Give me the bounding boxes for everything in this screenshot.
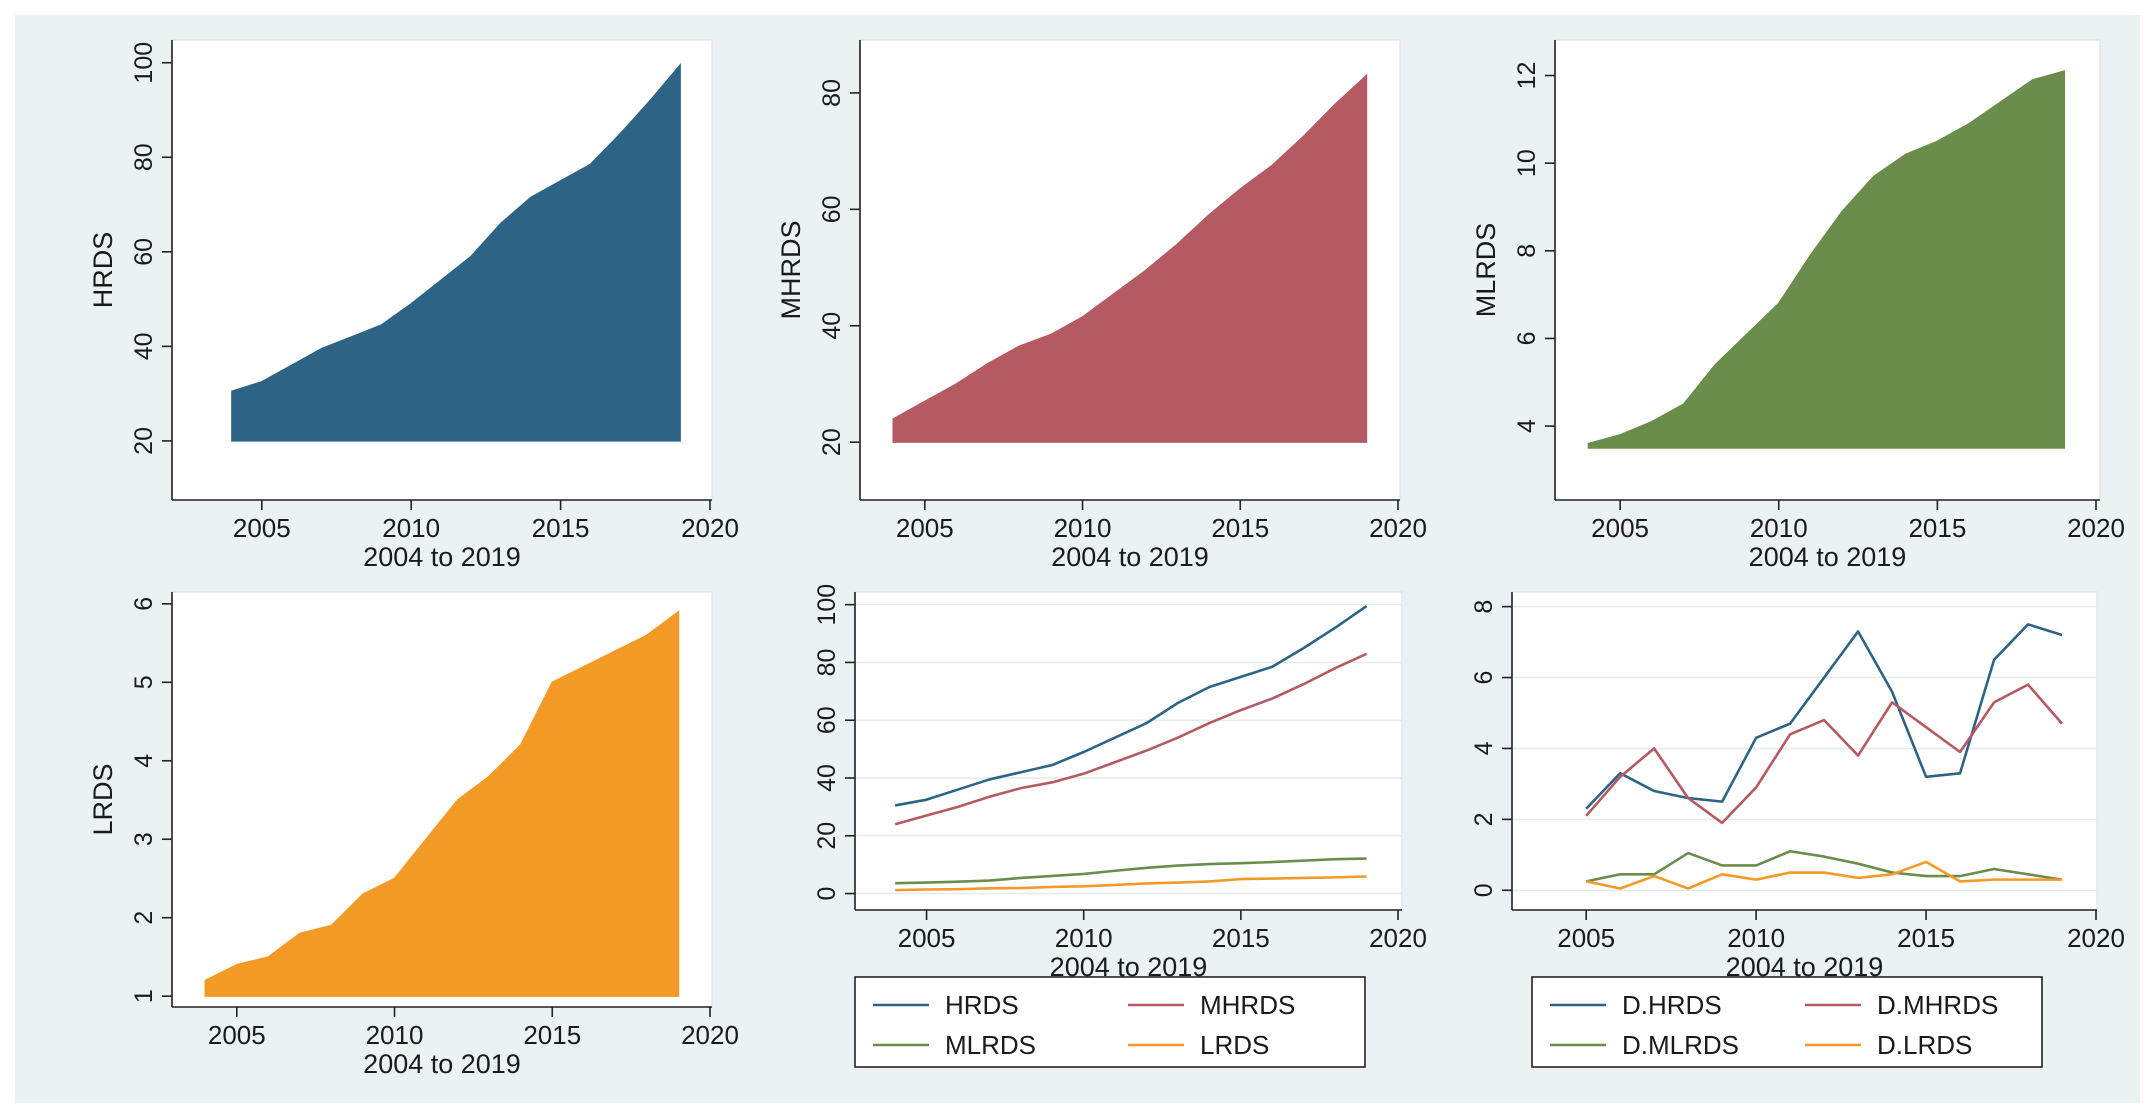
plot-area-diffs <box>1511 591 2098 911</box>
x-tick-label-levels-2020: 2020 <box>1369 923 1427 953</box>
x-tick-label-hrds-2020: 2020 <box>681 513 739 543</box>
legend-label-hrds: HRDS <box>945 990 1019 1020</box>
y-tick-label-levels-100: 100 <box>813 584 841 626</box>
x-tick-label-lrds-2005: 2005 <box>208 1020 266 1050</box>
y-tick-label-lrds-6: 6 <box>130 597 158 611</box>
line-d-mlrds <box>1585 849 2063 883</box>
x-axis-title-hrds: 2004 to 2019 <box>363 542 521 572</box>
y-axis-title-mlrds: MLRDS <box>1471 223 1501 318</box>
legend-label-d-mlrds: D.MLRDS <box>1622 1030 1739 1060</box>
legend-box-levels <box>854 976 1366 1068</box>
y-tick-label-mlrds-12: 12 <box>1513 62 1541 90</box>
x-tick-label-mhrds-2010: 2010 <box>1054 513 1112 543</box>
y-tick-label-mhrds-60: 60 <box>818 195 846 223</box>
y-tick-label-mlrds-6: 6 <box>1513 331 1541 345</box>
y-tick-label-lrds-3: 3 <box>130 832 158 846</box>
x-tick-label-mlrds-2015: 2015 <box>1908 513 1966 543</box>
y-tick-label-mlrds-10: 10 <box>1513 149 1541 177</box>
x-tick-label-mhrds-2015: 2015 <box>1211 513 1269 543</box>
chart-mlrds: 4 6 8 10 12 2005 2010 2015 2020 2004 to 2019 MLRDS <box>1471 39 2125 572</box>
y-tick-label-mhrds-80: 80 <box>818 79 846 107</box>
line-mlrds <box>895 857 1367 885</box>
line-mhrds <box>894 652 1368 826</box>
y-tick-label-lrds-4: 4 <box>130 754 158 768</box>
x-tick-label-lrds-2010: 2010 <box>366 1020 424 1050</box>
legend-label-d-mhrds: D.MHRDS <box>1877 990 1998 1020</box>
x-tick-label-lrds-2020: 2020 <box>681 1020 739 1050</box>
y-tick-label-hrds-60: 60 <box>130 238 158 266</box>
x-tick-label-mlrds-2005: 2005 <box>1591 513 1649 543</box>
line-d-lrds <box>1585 860 2063 890</box>
x-tick-label-levels-2010: 2010 <box>1055 923 1113 953</box>
y-tick-label-diffs-6: 6 <box>1470 671 1498 685</box>
area-hrds <box>231 63 681 442</box>
x-tick-label-hrds-2010: 2010 <box>382 513 440 543</box>
x-tick-label-hrds-2015: 2015 <box>532 513 590 543</box>
y-tick-label-levels-0: 0 <box>813 887 841 901</box>
line-d-mhrds <box>1585 683 2063 825</box>
y-tick-label-diffs-0: 0 <box>1470 883 1498 897</box>
area-mlrds <box>1587 70 2066 449</box>
y-tick-label-lrds-5: 5 <box>130 675 158 689</box>
y-tick-label-mhrds-20: 20 <box>818 428 846 456</box>
chart-hrds: 20 40 60 80 100 2005 2010 2015 2020 2004 to 2019 H… <box>88 39 739 572</box>
legend-diffs: D.HRDS D.MHRDS D.MLRDS D.LRDS <box>1531 976 2043 1068</box>
y-tick-label-levels-20: 20 <box>813 822 841 850</box>
chart-mhrds: 20 40 60 80 2005 2010 2015 2020 2004 to 2019 MHRD… <box>776 39 1427 572</box>
y-tick-label-hrds-80: 80 <box>130 143 158 171</box>
x-tick-label-diffs-2015: 2015 <box>1897 923 1955 953</box>
x-tick-label-mlrds-2020: 2020 <box>2067 513 2125 543</box>
y-tick-label-levels-40: 40 <box>813 764 841 792</box>
y-tick-label-lrds-2: 2 <box>130 911 158 925</box>
x-tick-label-levels-2005: 2005 <box>898 923 956 953</box>
y-tick-label-diffs-8: 8 <box>1470 600 1498 614</box>
y-axis-title-lrds: LRDS <box>88 763 118 835</box>
line-lrds <box>895 875 1367 892</box>
x-tick-label-hrds-2005: 2005 <box>233 513 291 543</box>
legend-label-d-lrds: D.LRDS <box>1877 1030 1972 1060</box>
y-tick-label-levels-80: 80 <box>813 649 841 677</box>
y-tick-label-mlrds-4: 4 <box>1513 419 1541 433</box>
y-tick-label-mlrds-8: 8 <box>1513 244 1541 258</box>
x-tick-label-mhrds-2020: 2020 <box>1369 513 1427 543</box>
y-tick-label-diffs-2: 2 <box>1470 812 1498 826</box>
x-axis-title-mhrds: 2004 to 2019 <box>1051 542 1209 572</box>
x-tick-label-lrds-2015: 2015 <box>523 1020 581 1050</box>
legend-label-lrds: LRDS <box>1200 1030 1269 1060</box>
y-tick-label-mhrds-40: 40 <box>818 312 846 340</box>
legend-label-mhrds: MHRDS <box>1200 990 1295 1020</box>
x-tick-label-diffs-2005: 2005 <box>1557 923 1615 953</box>
area-mhrds <box>892 73 1368 443</box>
line-hrds <box>894 605 1368 807</box>
x-tick-label-diffs-2020: 2020 <box>2067 923 2125 953</box>
y-tick-label-hrds-100: 100 <box>130 42 158 84</box>
x-axis-title-mlrds: 2004 to 2019 <box>1749 542 1907 572</box>
y-tick-label-lrds-1: 1 <box>130 989 158 1003</box>
x-tick-label-diffs-2010: 2010 <box>1727 923 1785 953</box>
legend-label-d-hrds: D.HRDS <box>1622 990 1722 1020</box>
y-tick-label-hrds-20: 20 <box>130 427 158 455</box>
legend-label-mlrds: MLRDS <box>945 1030 1036 1060</box>
y-axis-title-mhrds: MHRDS <box>776 221 806 320</box>
y-tick-label-diffs-4: 4 <box>1470 741 1498 755</box>
y-tick-label-hrds-40: 40 <box>130 332 158 360</box>
x-tick-label-mhrds-2005: 2005 <box>896 513 954 543</box>
x-axis-title-lrds: 2004 to 2019 <box>363 1049 521 1079</box>
line-d-hrds <box>1585 623 2063 810</box>
y-axis-title-hrds: HRDS <box>88 232 118 309</box>
legend-box-diffs <box>1531 976 2043 1068</box>
area-lrds <box>204 610 680 997</box>
y-tick-label-levels-60: 60 <box>813 706 841 734</box>
legend-levels: HRDS MHRDS MLRDS LRDS <box>854 976 1366 1068</box>
x-tick-label-mlrds-2010: 2010 <box>1750 513 1808 543</box>
x-tick-label-levels-2015: 2015 <box>1212 923 1270 953</box>
chart-lrds: 1 2 3 4 5 6 2005 2010 2015 2020 2004 to 2019 LRDS <box>88 591 739 1079</box>
plot-area-levels <box>854 591 1403 911</box>
